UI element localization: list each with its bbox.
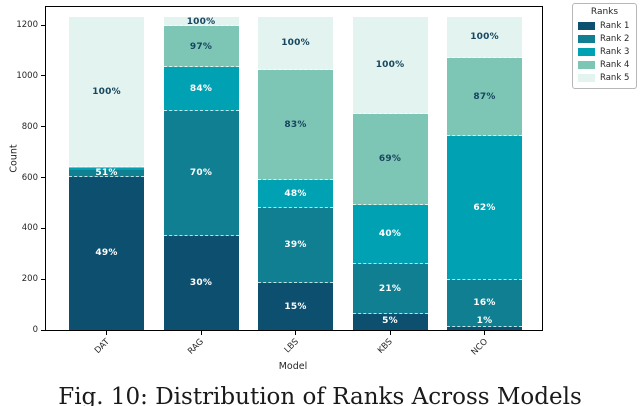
bar-segment-NCO-rank3 [447,135,522,280]
y-tick-label: 200 [21,274,38,285]
y-tick-label: 800 [21,121,38,132]
legend-item-rank1: Rank 1 [578,19,631,32]
y-tick [41,227,45,229]
legend-swatch [578,47,595,56]
legend-items: Rank 1 Rank 2 Rank 3 Rank 4 Rank 5 [578,19,631,84]
bar-segment-RAG-rank3 [163,66,239,111]
bar-segment-NCO-rank4 [447,57,522,136]
legend-label: Rank 1 [600,20,630,31]
plot-area: 49% 51% 100% 30% 70% 84% 97% 100% 15% 39% 48% 83% 10… [45,6,543,331]
y-tick [41,329,45,331]
stacked-bar-chart: Count 49% 51% 100% 30% 70% 84% 97% 100% 15% 39% 48… [9,3,637,372]
x-tick-label-NCO: NCO [469,337,490,358]
bar-KBS [352,16,428,330]
legend-swatch [578,60,595,69]
bar-segment-RAG-rank1 [163,236,239,330]
bar-segment-LBS-rank1 [258,283,333,330]
x-axis-title: Model [278,361,308,372]
y-tick [41,177,45,178]
legend-swatch [578,21,595,30]
legend-item-rank2: Rank 2 [578,32,631,45]
legend-item-rank4: Rank 4 [578,58,631,71]
y-tick [41,278,45,280]
x-tick [295,331,296,335]
bar-segment-DAT-rank4 [69,167,144,169]
bar-segment-DAT-rank3 [69,168,144,171]
legend-label: Rank 5 [600,72,630,83]
bar-segment-LBS-rank2 [258,207,333,283]
bar-segment-RAG-rank4 [163,26,239,67]
legend-swatch [578,73,595,82]
bar-segment-LBS-rank5 [258,16,333,71]
bar-NCO [447,16,522,330]
bar-segment-KBS-rank5 [352,16,428,114]
legend-item-rank5: Rank 5 [578,71,631,84]
legend-label: Rank 3 [600,46,630,57]
bar-DAT [69,16,144,330]
bar-segment-LBS-rank3 [258,179,333,208]
legend-title: Ranks [590,7,619,17]
bar-LBS [258,16,333,330]
x-tick [200,331,202,335]
legend: Ranks Rank 1 Rank 2 Rank 3 Rank 4 Rank 5 [572,3,637,89]
bar-segment-NCO-rank5 [447,16,522,58]
bar-segment-NCO-rank2 [447,279,522,327]
x-tick [106,331,107,335]
bar-segment-NCO-rank1 [447,326,522,330]
y-tick-label: 600 [21,172,38,183]
y-tick [41,75,45,77]
bar-segment-KBS-rank1 [352,314,428,330]
bar-segment-KBS-rank2 [352,264,428,315]
bar-segment-DAT-rank2 [69,170,144,177]
x-tick-label-LBS: LBS [282,337,301,356]
bar-segment-KBS-rank3 [352,204,428,265]
x-tick-label-KBS: KBS [376,337,396,356]
y-tick-label: 400 [21,223,38,234]
x-tick [484,331,485,335]
bar-segment-DAT-rank5 [69,16,144,168]
x-tick [389,331,391,335]
bar-segment-KBS-rank4 [352,113,428,205]
figure-caption: Fig. 10: Distribution of Ranks Across Mo… [58,384,582,406]
y-tick [41,126,45,128]
y-tick [41,24,45,26]
bar-segment-RAG-rank5 [163,16,239,27]
x-tick-label-DAT: DAT [92,337,112,356]
legend-label: Rank 2 [600,33,630,44]
y-tick-label: 1000 [16,70,38,81]
bar-segment-RAG-rank2 [163,110,239,237]
bar-segment-LBS-rank4 [258,70,333,180]
legend-label: Rank 4 [600,59,630,70]
bar-segment-DAT-rank1 [69,176,144,330]
legend-swatch [578,34,595,43]
y-tick-label: 1200 [16,20,38,30]
legend-item-rank3: Rank 3 [578,45,631,58]
bar-RAG [163,16,239,330]
x-tick-label-RAG: RAG [186,337,207,357]
y-tick-label: 0 [32,325,38,335]
